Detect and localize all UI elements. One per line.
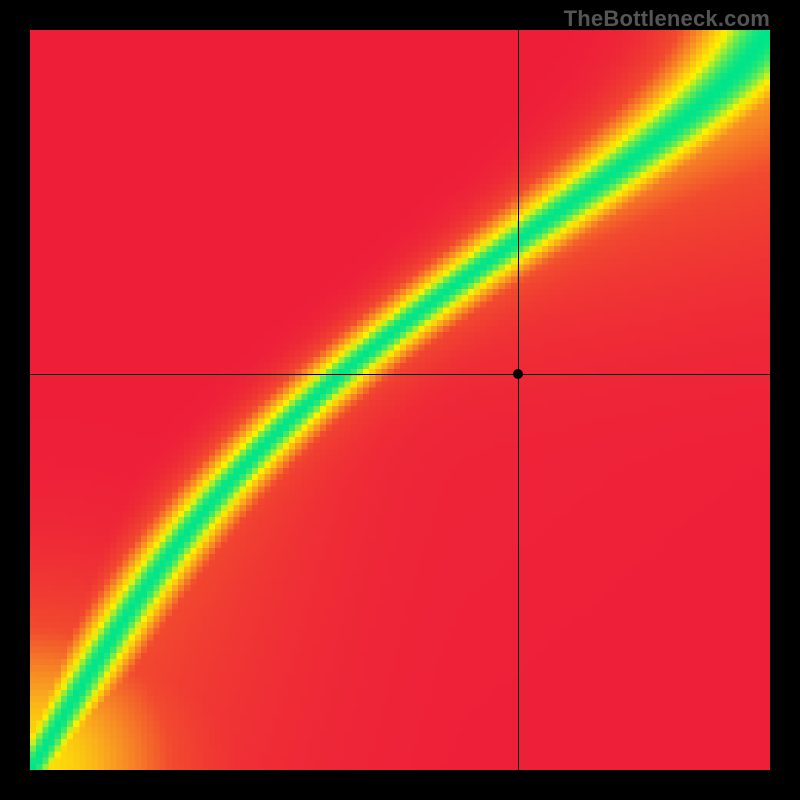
bottleneck-heatmap	[30, 30, 770, 770]
chart-container: { "canvas": { "width": 800, "height": 80…	[0, 0, 800, 800]
watermark-text: TheBottleneck.com	[564, 6, 770, 32]
